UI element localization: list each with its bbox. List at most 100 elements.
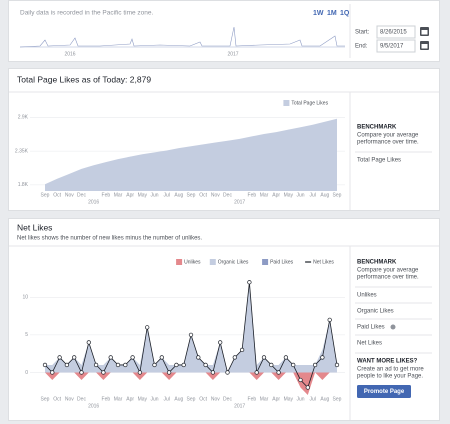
x-tick-label: Aug	[174, 396, 183, 402]
net-point	[50, 370, 55, 375]
net-point	[86, 340, 91, 345]
promo-button[interactable]	[357, 385, 411, 398]
x-tick-label: Oct	[53, 396, 61, 402]
net-point	[239, 347, 245, 353]
net-point	[269, 362, 274, 368]
y-tick-label: 0	[25, 370, 28, 376]
range-link[interactable]: 1Q	[340, 10, 350, 17]
legend-swatch	[262, 259, 269, 265]
net-point	[247, 280, 252, 285]
x-tick-label: Aug	[320, 396, 329, 402]
promo-title: WANT MORE LIKES?	[357, 359, 418, 365]
x-tick-label: Dec	[77, 396, 86, 402]
net-point	[152, 362, 157, 368]
net-point	[72, 355, 77, 360]
promo-text: Create an ad to get more	[357, 367, 424, 373]
x-tick-label: Dec	[77, 192, 86, 198]
net-point	[327, 317, 332, 322]
net-point	[196, 355, 201, 360]
x-tick-label: Feb	[102, 192, 111, 198]
net-point	[145, 325, 150, 330]
timezone-note: Daily data is recorded in the Pacific ti…	[20, 10, 154, 17]
benchmark-text: Compare your average	[357, 268, 419, 274]
x-tick-label: Jul	[163, 192, 169, 198]
benchmark-text: performance over time.	[357, 140, 419, 146]
benchmark-title: BENCHMARK	[357, 260, 397, 266]
net-point	[218, 340, 223, 345]
x-tick-label: May	[284, 396, 294, 402]
net-point	[305, 385, 310, 390]
benchmark-title: BENCHMARK	[357, 125, 397, 131]
net-point	[181, 362, 186, 368]
range-link[interactable]: 1M	[327, 10, 337, 17]
benchmark-item[interactable]: Unlikes	[357, 293, 377, 299]
legend-swatch	[176, 259, 183, 265]
net-point	[42, 362, 48, 368]
x-tick-label: Sep	[333, 396, 342, 402]
x-tick-label: Sep	[187, 192, 196, 198]
year-label: 2017	[234, 199, 245, 205]
calendar-icon-face	[421, 44, 428, 49]
start-label: Start:	[355, 30, 370, 36]
x-tick-label: Apr	[272, 396, 280, 402]
net-point	[115, 362, 121, 368]
promo-text: people to like your Page.	[357, 374, 423, 380]
y-tick-label: 5	[25, 332, 28, 338]
x-tick-label: Aug	[320, 192, 329, 198]
legend-label: Organic Likes	[218, 259, 249, 265]
net-point	[261, 355, 267, 360]
x-tick-label: Aug	[174, 192, 183, 198]
net-point	[320, 355, 325, 360]
y-tick-label: 10	[22, 295, 28, 301]
end-input[interactable]	[376, 39, 416, 53]
benchmark-text: performance over time.	[357, 275, 419, 281]
benchmark-item[interactable]: Organic Likes	[357, 309, 394, 315]
legend-label: Unlikes	[184, 259, 201, 265]
net-point	[123, 362, 128, 368]
legend-swatch	[283, 100, 290, 106]
net-point	[166, 370, 172, 375]
x-tick-label: Feb	[102, 396, 111, 402]
x-tick-label: Feb	[248, 396, 257, 402]
timeline-year: 2017	[227, 51, 238, 57]
y-tick-label: 2.35K	[15, 148, 29, 154]
y-tick-label: 2.9K	[18, 115, 29, 121]
x-tick-label: Jun	[150, 396, 158, 402]
year-label: 2016	[88, 403, 99, 409]
x-tick-label: May	[138, 396, 148, 402]
start-date: 8/26/2015	[380, 30, 407, 36]
x-tick-label: Mar	[260, 396, 269, 402]
x-tick-label: May	[138, 192, 148, 198]
range-link[interactable]: 1W	[313, 10, 324, 17]
start-input[interactable]	[376, 25, 416, 39]
benchmark-item[interactable]: Net Likes	[357, 341, 382, 347]
x-tick-label: Oct	[199, 396, 207, 402]
y-tick-label: 1.8K	[18, 182, 29, 188]
net-point	[298, 377, 303, 383]
x-tick-label: Oct	[53, 192, 61, 198]
net-point	[130, 355, 135, 360]
area	[45, 118, 337, 191]
x-tick-label: Sep	[41, 192, 50, 198]
net-point	[79, 370, 84, 375]
promo-button-label: Promote Page	[364, 389, 405, 395]
benchmark-item[interactable]: Paid Likes	[357, 325, 385, 331]
x-tick-label: Apr	[126, 396, 134, 402]
net-point	[159, 355, 164, 360]
legend-swatch	[209, 259, 216, 265]
x-tick-label: Dec	[223, 192, 232, 198]
area	[45, 282, 337, 373]
benchmark-item[interactable]: Total Page Likes	[357, 158, 401, 164]
timeline-year: 2016	[64, 51, 75, 57]
area	[45, 372, 337, 395]
x-tick-label: Oct	[199, 192, 207, 198]
x-tick-label: Sep	[41, 396, 50, 402]
date-panel	[8, 0, 440, 62]
calendar-icon-face	[421, 30, 428, 35]
net-point	[312, 362, 318, 368]
timeline-sparkline	[19, 26, 345, 48]
legend-label: Paid Likes	[270, 259, 294, 265]
net-point	[93, 362, 99, 368]
info-icon	[390, 324, 396, 330]
year-label: 2017	[234, 403, 245, 409]
